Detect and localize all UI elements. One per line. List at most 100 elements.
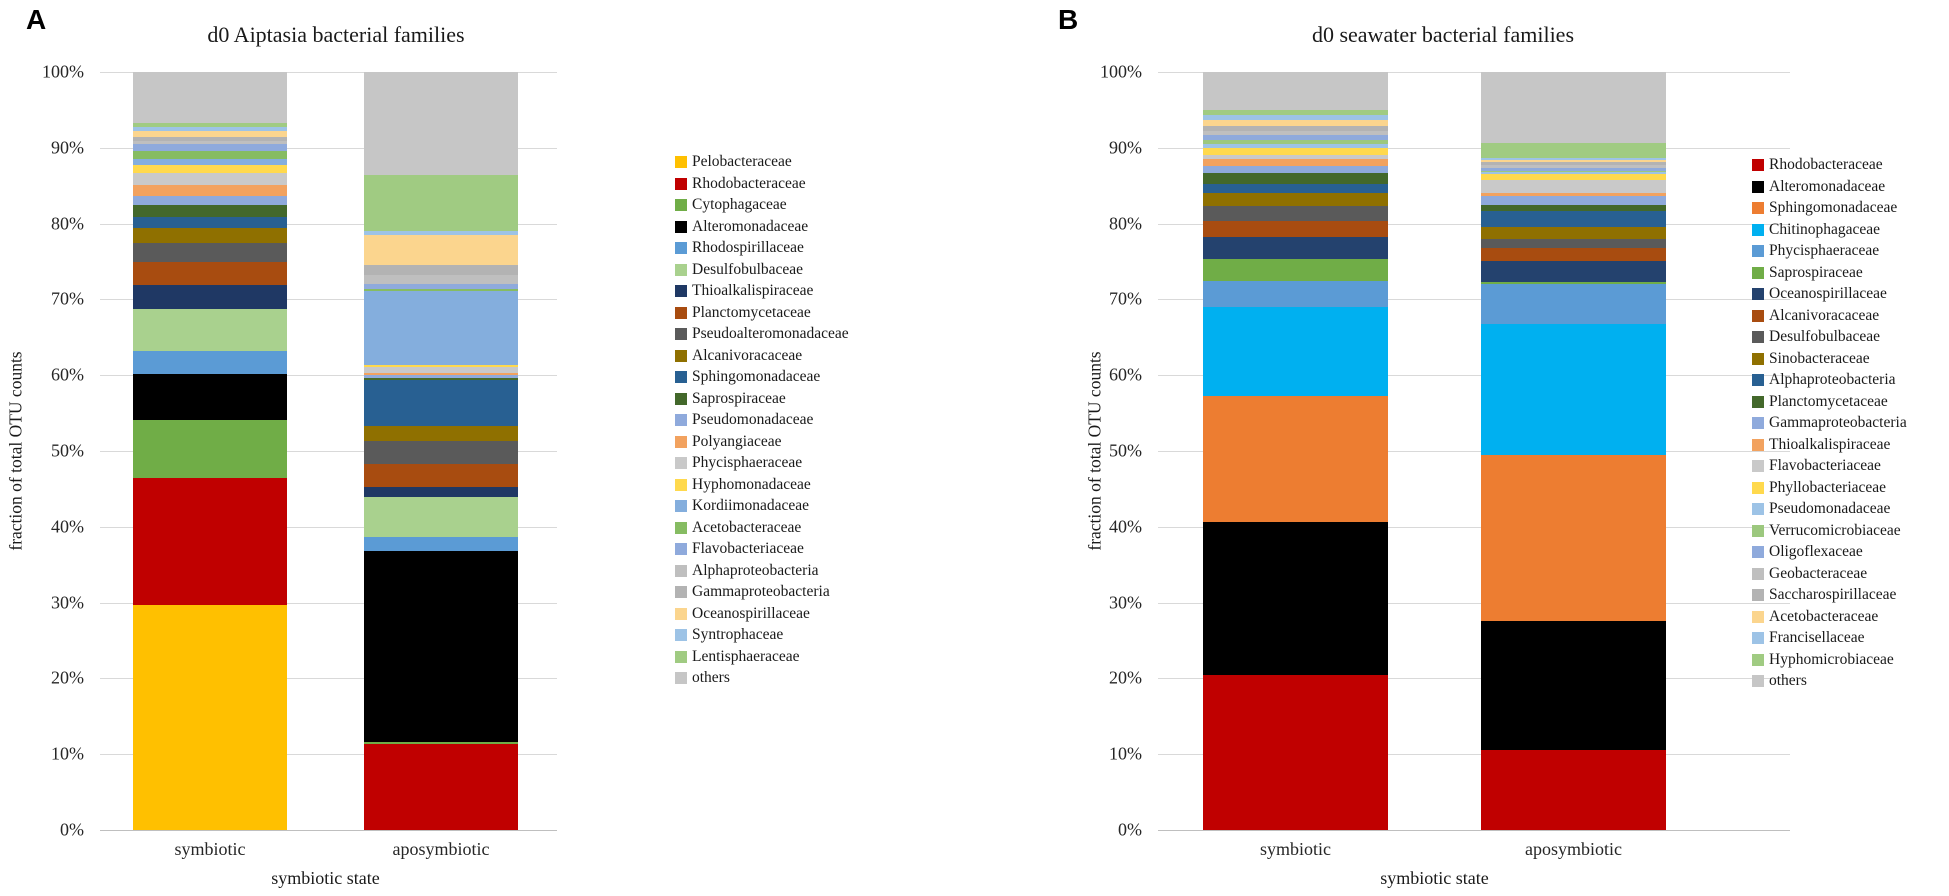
legend-swatch (675, 672, 687, 684)
bar-segment-alphaproteobacteria (133, 140, 287, 145)
bar-segment-geobacteraceae (1481, 165, 1666, 169)
legend-swatch (675, 629, 687, 641)
legend-swatch (1752, 653, 1764, 666)
legend-swatch (675, 242, 687, 254)
legend-item-gammaproteobacteria: Gammaproteobacteria (675, 582, 830, 602)
bar-segment-alcanivoracaceae (364, 426, 518, 442)
legend-swatch (675, 156, 687, 168)
legend-label: Oligoflexaceae (1769, 543, 1863, 561)
legend-item-pseudoalteromonadaceae: Pseudoalteromonadaceae (675, 324, 849, 344)
legend-label: Alphaproteobacteria (1769, 371, 1896, 389)
legend-item-acetobacteraceae: Acetobacteraceae (1752, 607, 1878, 627)
bar-segment-saprospiraceae (1481, 282, 1666, 284)
bar-segment-sphingomonadaceae (1203, 396, 1388, 522)
bar-segment-chitinophagaceae (1481, 324, 1666, 455)
gridline (1158, 375, 1790, 377)
legend-label: Gammaproteobacteria (692, 583, 830, 601)
y-tick-label: 80% (1109, 213, 1142, 234)
bar-segment-pseudomonadaceae (1481, 172, 1666, 174)
legend-item-phyllobacteriaceae: Phyllobacteriaceae (1752, 478, 1886, 498)
y-tick-label: 30% (51, 592, 84, 613)
legend-item-planctomycetaceae: Planctomycetaceae (1752, 392, 1888, 412)
y-tick-label: 60% (1109, 364, 1142, 385)
legend-item-cytophagaceae: Cytophagaceae (675, 195, 787, 215)
legend-label: others (692, 669, 730, 687)
bar-segment-desulfobulbaceae (364, 496, 518, 538)
legend-item-alteromonadaceae: Alteromonadaceae (675, 217, 808, 237)
bar-segment-planctomycetaceae (364, 463, 518, 488)
legend-item-saprospiraceae: Saprospiraceae (1752, 263, 1863, 283)
legend-label: Alcanivoracaceae (1769, 306, 1880, 324)
bar-segment-verrucomicrobiaceae (1481, 170, 1666, 173)
bar-segment-rhodobacteraceae (1203, 674, 1388, 830)
legend-label: Pseudomonadaceae (1769, 500, 1891, 518)
legend-swatch (1752, 395, 1764, 408)
legend-item-phycisphaeraceae: Phycisphaeraceae (1752, 241, 1879, 261)
bar-segment-rhodobacteraceae (133, 477, 287, 605)
bar-segment-pseudomonadaceae (364, 375, 518, 378)
legend-label: Gammaproteobacteria (1769, 414, 1907, 432)
legend-swatch (675, 435, 687, 448)
y-tick-label: 90% (1109, 137, 1142, 158)
legend-label: Alcanivoracaceae (692, 346, 803, 364)
legend-swatch (675, 199, 687, 211)
legend-item-gammaproteobacteria: Gammaproteobacteria (1752, 413, 1907, 433)
bar-segment-desulfobulbaceae (1203, 205, 1388, 222)
bar-segment-gammaproteobacteria (1481, 195, 1666, 205)
y-tick-label: 100% (1100, 61, 1142, 82)
bar-segment-others (1481, 72, 1666, 143)
bar-segment-acetobacteraceae (133, 150, 287, 159)
legend-item-chitinophagaceae: Chitinophagaceae (1752, 220, 1880, 240)
bar-symbiotic (1203, 72, 1388, 830)
bar-segment-cytophagaceae (133, 419, 287, 478)
bar-segment-flavobacteriaceae (133, 144, 287, 151)
bar-segment-rhodobacteraceae (1481, 750, 1666, 830)
bar-segment-rhodobacteraceae (364, 744, 518, 830)
legend-label: Phycisphaeraceae (1769, 242, 1880, 260)
bar-segment-oligoflexaceae (1481, 168, 1666, 171)
legend-label: Francisellaceae (1769, 629, 1865, 647)
legend-item-alphaproteobacteria: Alphaproteobacteria (1752, 370, 1896, 390)
bar-segment-saprospiraceae (364, 377, 518, 380)
legend-item-pseudomonadaceae: Pseudomonadaceae (1752, 499, 1890, 519)
legend-swatch (1752, 632, 1764, 644)
gridline (1158, 754, 1790, 756)
bar-segment-polyangiaceae (133, 185, 287, 196)
bar-segment-desulfobulbaceae (133, 309, 287, 351)
x-axis-title: symbiotic state (1380, 868, 1489, 888)
y-tick-label: 10% (51, 743, 84, 764)
bar-segment-phycisphaeraceae (1203, 280, 1388, 308)
legend-item-thioalkalispiraceae: Thioalkalispiraceae (675, 281, 813, 301)
x-axis-line (1158, 830, 1790, 831)
bar-segment-oceanospirillaceae (133, 130, 287, 138)
legend-item-geobacteraceae: Geobacteraceae (1752, 564, 1867, 584)
bar-segment-sphingomonadaceae (133, 216, 287, 229)
y-tick-label: 0% (60, 819, 84, 840)
gridline (100, 526, 557, 528)
legend-label: Sphingomonadaceae (692, 368, 821, 386)
bar-segment-oceanospirillaceae (1203, 236, 1388, 259)
legend-item-alcanivoracaceae: Alcanivoracaceae (675, 346, 802, 366)
y-tick-label: 100% (42, 61, 84, 82)
legend-swatch (1752, 438, 1764, 451)
legend-swatch (1752, 309, 1764, 322)
legend-item-phycisphaeraceae: Phycisphaeraceae (675, 453, 802, 473)
legend-swatch (675, 650, 687, 663)
legend-swatch (675, 478, 687, 491)
y-tick-label: 50% (1109, 440, 1142, 461)
bar-segment-flavobacteriaceae (1203, 154, 1388, 160)
x-tick-label-symbiotic: symbiotic (174, 839, 246, 859)
bar-segment-hyphomonadaceae (364, 364, 518, 367)
legend-item-rhodobacteraceae: Rhodobacteraceae (1752, 155, 1883, 175)
bar-segment-saccharospirillaceae (1481, 162, 1666, 166)
bar-segment-phycisphaeraceae (1481, 283, 1666, 325)
legend-swatch (1752, 202, 1764, 214)
legend-label: Desulfobulbaceae (1769, 328, 1881, 346)
bar-segment-thioalkalispiraceae (364, 487, 518, 497)
bar-segment-phyllobacteriaceae (1481, 173, 1666, 180)
bar-segment-saprospiraceae (1203, 258, 1388, 281)
chart-panel-b: d0 seawater bacterial families fraction o… (1075, 0, 1949, 896)
y-tick-label: 80% (51, 213, 84, 234)
bar-segment-desulfobulbaceae (1481, 238, 1666, 248)
bar-segment-planctomycetaceae (1203, 172, 1388, 185)
